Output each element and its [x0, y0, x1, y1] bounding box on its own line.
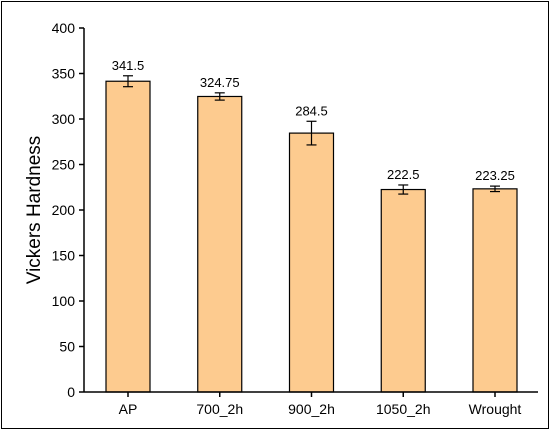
bars — [105, 80, 518, 393]
data-label-1050_2h: 222.5 — [387, 167, 420, 182]
error-bars — [123, 75, 500, 195]
x-tick-label-1050_2h: 1050_2h — [376, 401, 431, 417]
y-tick-label: 0 — [67, 384, 75, 400]
y-tick-label: 300 — [52, 111, 76, 127]
data-label-AP: 341.5 — [112, 58, 145, 73]
x-tick-label-900_2h: 900_2h — [288, 401, 335, 417]
bar-700_2h — [197, 95, 243, 393]
x-axis-ticks: AP 700_2h 900_2h 1050_2h Wrought — [119, 392, 522, 417]
y-tick-label: 200 — [52, 202, 76, 218]
y-tick-label: 350 — [52, 66, 76, 82]
x-tick-label-Wrought: Wrought — [469, 401, 522, 417]
x-tick-label-AP: AP — [119, 401, 138, 417]
data-label-900_2h: 284.5 — [295, 103, 328, 118]
y-tick-label: 50 — [59, 339, 75, 355]
data-labels: 341.5 324.75 284.5 222.5 223.25 — [112, 58, 515, 183]
y-tick-label: 100 — [52, 293, 76, 309]
y-axis-title: Vickers Hardness — [24, 136, 45, 285]
y-tick-label: 400 — [52, 20, 76, 36]
bar-1050_2h — [380, 188, 426, 393]
y-axis-ticks: 0 50 100 150 200 250 300 350 400 — [52, 20, 84, 400]
y-tick-label: 250 — [52, 157, 76, 173]
bar-AP — [105, 80, 151, 393]
data-label-700_2h: 324.75 — [200, 75, 240, 90]
y-tick-label: 150 — [52, 248, 76, 264]
data-label-Wrought: 223.25 — [475, 168, 515, 183]
bar-Wrought — [472, 188, 518, 393]
x-tick-label-700_2h: 700_2h — [196, 401, 243, 417]
bar-900_2h — [288, 132, 335, 393]
